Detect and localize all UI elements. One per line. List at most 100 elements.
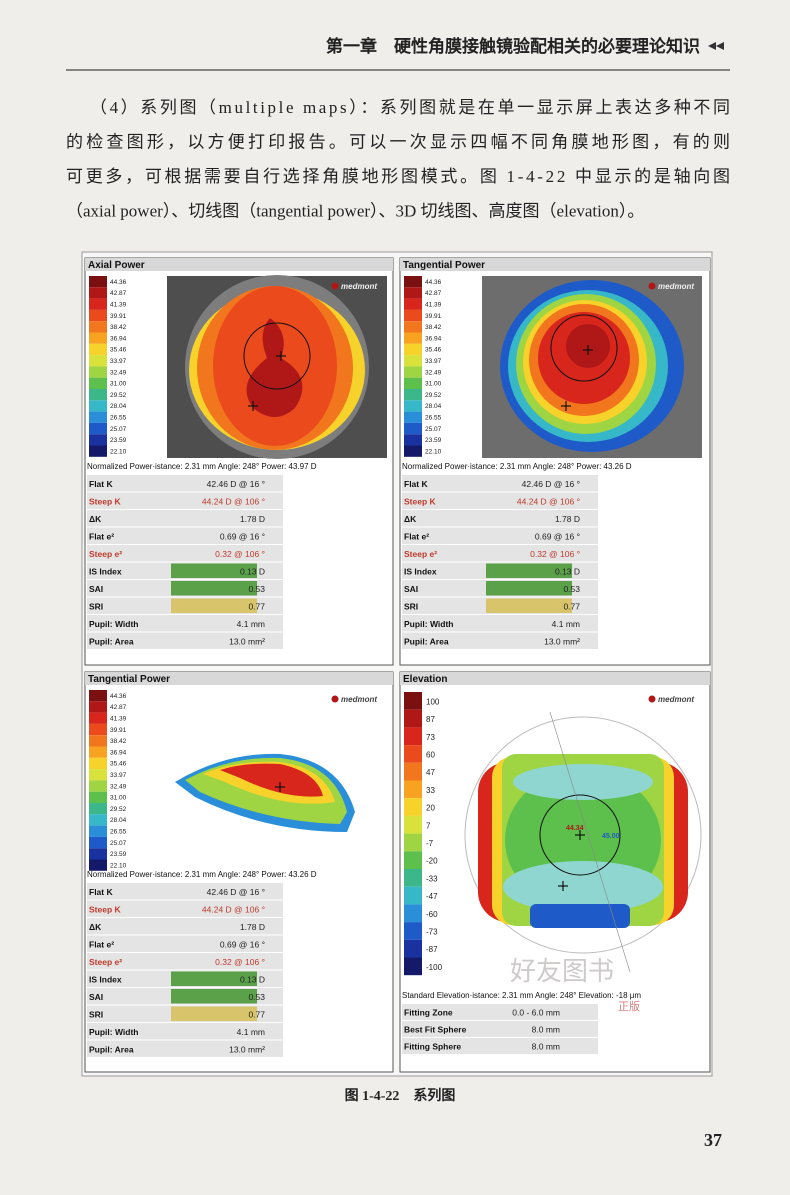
scale-label: 20	[426, 804, 435, 813]
scale-swatch	[89, 276, 107, 288]
panel-title: Elevation	[403, 674, 447, 685]
scale-swatch	[89, 746, 107, 758]
scale-label: 44.36	[110, 693, 127, 700]
row-value: 0.0 - 6.0 mm	[512, 1008, 560, 1018]
map-label: 45.00	[602, 833, 620, 840]
row-bg	[402, 615, 598, 632]
panel-title: Axial Power	[88, 260, 145, 271]
scale-label: -47	[426, 892, 438, 901]
map-panel: Tangential Power 44.36 42.87 41.39 39.91 38.4…	[399, 257, 711, 666]
scale-swatch	[404, 343, 422, 356]
row-bg	[87, 545, 283, 562]
logo-dot	[331, 282, 339, 290]
scale-swatch	[404, 309, 422, 322]
paragraph-line: 可更多，可根据需要自行选择角膜地形图模式。图 1-4-22 中显示的是轴向图	[66, 167, 730, 186]
row-bg	[87, 1040, 283, 1057]
row-bg	[87, 527, 283, 544]
scale-label: 87	[426, 715, 435, 724]
row-label: Pupil: Width	[89, 1027, 139, 1037]
row-value: 0.69 @ 16 °	[220, 939, 265, 949]
row-bg	[87, 918, 283, 935]
row-bg	[87, 632, 283, 649]
row-value: 1.78 D	[240, 922, 265, 932]
row-highlight	[171, 581, 257, 596]
row-value: 0.69 @ 16 °	[220, 531, 265, 541]
scale-label: 23.59	[110, 437, 127, 444]
row-bg	[402, 1021, 598, 1037]
scale-label: 29.52	[425, 392, 442, 399]
scale-swatch	[89, 355, 107, 367]
row-value: 42.46 D @ 16 °	[522, 479, 580, 489]
scale-label: 28.04	[110, 403, 127, 410]
logo-dot	[648, 282, 656, 290]
scale-label: 22.10	[425, 448, 442, 455]
scale-swatch	[89, 814, 107, 826]
watermark-stamp: 正版	[618, 999, 640, 1013]
row-bg	[402, 527, 598, 544]
row-highlight	[486, 598, 572, 613]
scale-label: 36.94	[425, 335, 442, 342]
panel-title-bar	[400, 672, 710, 685]
row-label: Flat e²	[89, 939, 114, 949]
row-label: IS Index	[89, 974, 122, 984]
row-label: Flat K	[89, 887, 113, 897]
scale-label: 28.04	[425, 403, 442, 410]
row-label: Pupil: Area	[89, 636, 134, 646]
row-label: Pupil: Area	[404, 636, 449, 646]
row-bg	[87, 1023, 283, 1040]
scale-swatch	[404, 366, 422, 378]
scale-label: 31.00	[425, 381, 442, 388]
map-panel: Axial Power 44.36 42.87 41.39 39.91 38.42 36.9…	[84, 257, 394, 666]
row-value: 0.53	[563, 584, 580, 594]
scale-swatch	[89, 859, 107, 871]
chapter-icon	[708, 42, 724, 50]
map-ring	[243, 322, 311, 390]
map-panel: Tangential Power 44.36 42.87 41.39 39.91 38.4…	[84, 671, 394, 1073]
scale-swatch	[89, 332, 107, 344]
map-zone	[220, 763, 323, 797]
row-label: Steep K	[89, 904, 122, 914]
scale-swatch	[404, 377, 422, 389]
scale-label: 36.94	[110, 749, 127, 756]
panel-title-bar	[400, 258, 710, 271]
scale-label: 26.55	[425, 415, 442, 422]
row-bg	[402, 1004, 598, 1020]
scale-label: -20	[426, 857, 438, 866]
row-bg	[402, 492, 598, 509]
scale-swatch	[404, 445, 422, 457]
row-bg	[402, 510, 598, 527]
scale-swatch	[89, 803, 107, 815]
scale-label: 26.55	[110, 415, 127, 422]
scale-label: 33.97	[110, 358, 127, 365]
row-label: Steep e²	[404, 549, 437, 559]
map-zone	[246, 318, 303, 417]
scale-label: 33	[426, 786, 435, 795]
status-line: Normalized Power·istance: 2.31 mm Angle:…	[402, 462, 632, 471]
panel-frame	[84, 671, 394, 1073]
logo: medmont	[341, 282, 377, 291]
scale-swatch	[404, 400, 422, 412]
row-highlight	[171, 598, 257, 613]
row-label: Fitting Zone	[404, 1008, 453, 1018]
row-value: 0.77	[248, 601, 265, 611]
row-value: 42.46 D @ 16 °	[207, 887, 265, 897]
scale-label: 33.97	[110, 772, 127, 779]
panel-title: Tangential Power	[403, 260, 485, 271]
scale-swatch	[404, 869, 422, 887]
row-label: SRI	[404, 601, 418, 611]
row-bg	[87, 883, 283, 900]
scale-label: 25.07	[110, 426, 127, 433]
row-value: 4.1 mm	[237, 1027, 265, 1037]
scale-label: 36.94	[110, 335, 127, 342]
figure-caption: 图 1-4-22 系列图	[345, 1087, 456, 1104]
scale-swatch	[404, 692, 422, 710]
scale-swatch	[89, 377, 107, 389]
scale-label: -87	[426, 945, 438, 954]
chapter-title: 第一章 硬性角膜接触镜验配相关的必要理论知识	[326, 36, 700, 56]
scale-label: -7	[426, 839, 434, 848]
scale-label: -73	[426, 927, 438, 936]
panel-title-bar	[85, 672, 393, 685]
scale-swatch	[404, 287, 422, 299]
row-value: 1.78 D	[555, 514, 580, 524]
scale-swatch	[89, 411, 107, 423]
